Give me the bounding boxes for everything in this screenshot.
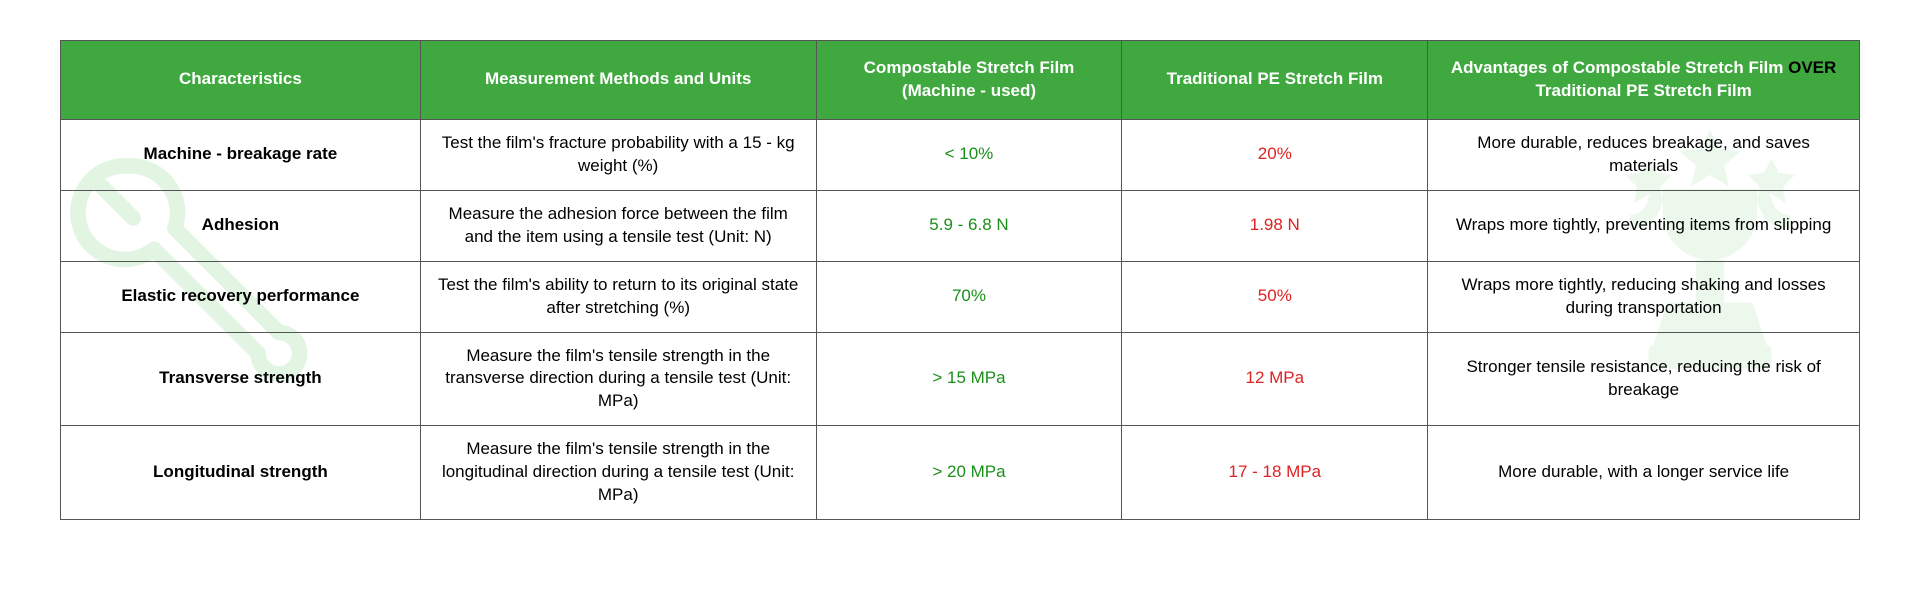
cell-method: Test the film's ability to return to its… [420,261,816,332]
cell-characteristic: Transverse strength [61,332,421,426]
adv-head-part2: Traditional PE Stretch Film [1535,81,1751,100]
cell-traditional-value: 1.98 N [1122,190,1428,261]
cell-characteristic: Longitudinal strength [61,426,421,520]
cell-advantage: Wraps more tightly, reducing shaking and… [1428,261,1860,332]
table-row: AdhesionMeasure the adhesion force betwe… [61,190,1860,261]
cell-characteristic: Adhesion [61,190,421,261]
table-header-row: Characteristics Measurement Methods and … [61,41,1860,120]
cell-method: Test the film's fracture probability wit… [420,119,816,190]
table-row: Elastic recovery performanceTest the fil… [61,261,1860,332]
cell-method: Measure the film's tensile strength in t… [420,426,816,520]
cell-advantage: Wraps more tightly, preventing items fro… [1428,190,1860,261]
cell-compostable-value: 70% [816,261,1122,332]
cell-characteristic: Elastic recovery performance [61,261,421,332]
col-methods: Measurement Methods and Units [420,41,816,120]
comparison-table: Characteristics Measurement Methods and … [60,40,1860,520]
cell-traditional-value: 17 - 18 MPa [1122,426,1428,520]
cell-advantage: More durable, reduces breakage, and save… [1428,119,1860,190]
adv-head-part1: Advantages of Compostable Stretch Film [1451,58,1784,77]
table-row: Machine - breakage rateTest the film's f… [61,119,1860,190]
cell-advantage: More durable, with a longer service life [1428,426,1860,520]
cell-compostable-value: < 10% [816,119,1122,190]
cell-compostable-value: > 15 MPa [816,332,1122,426]
cell-traditional-value: 12 MPa [1122,332,1428,426]
adv-head-over: OVER [1788,58,1836,77]
cell-method: Measure the adhesion force between the f… [420,190,816,261]
col-traditional: Traditional PE Stretch Film [1122,41,1428,120]
cell-compostable-value: 5.9 - 6.8 N [816,190,1122,261]
table-row: Transverse strengthMeasure the film's te… [61,332,1860,426]
cell-advantage: Stronger tensile resistance, reducing th… [1428,332,1860,426]
col-advantages: Advantages of Compostable Stretch Film O… [1428,41,1860,120]
cell-method: Measure the film's tensile strength in t… [420,332,816,426]
cell-traditional-value: 20% [1122,119,1428,190]
col-compostable: Compostable Stretch Film (Machine - used… [816,41,1122,120]
cell-traditional-value: 50% [1122,261,1428,332]
cell-compostable-value: > 20 MPa [816,426,1122,520]
col-characteristics: Characteristics [61,41,421,120]
cell-characteristic: Machine - breakage rate [61,119,421,190]
table-row: Longitudinal strengthMeasure the film's … [61,426,1860,520]
